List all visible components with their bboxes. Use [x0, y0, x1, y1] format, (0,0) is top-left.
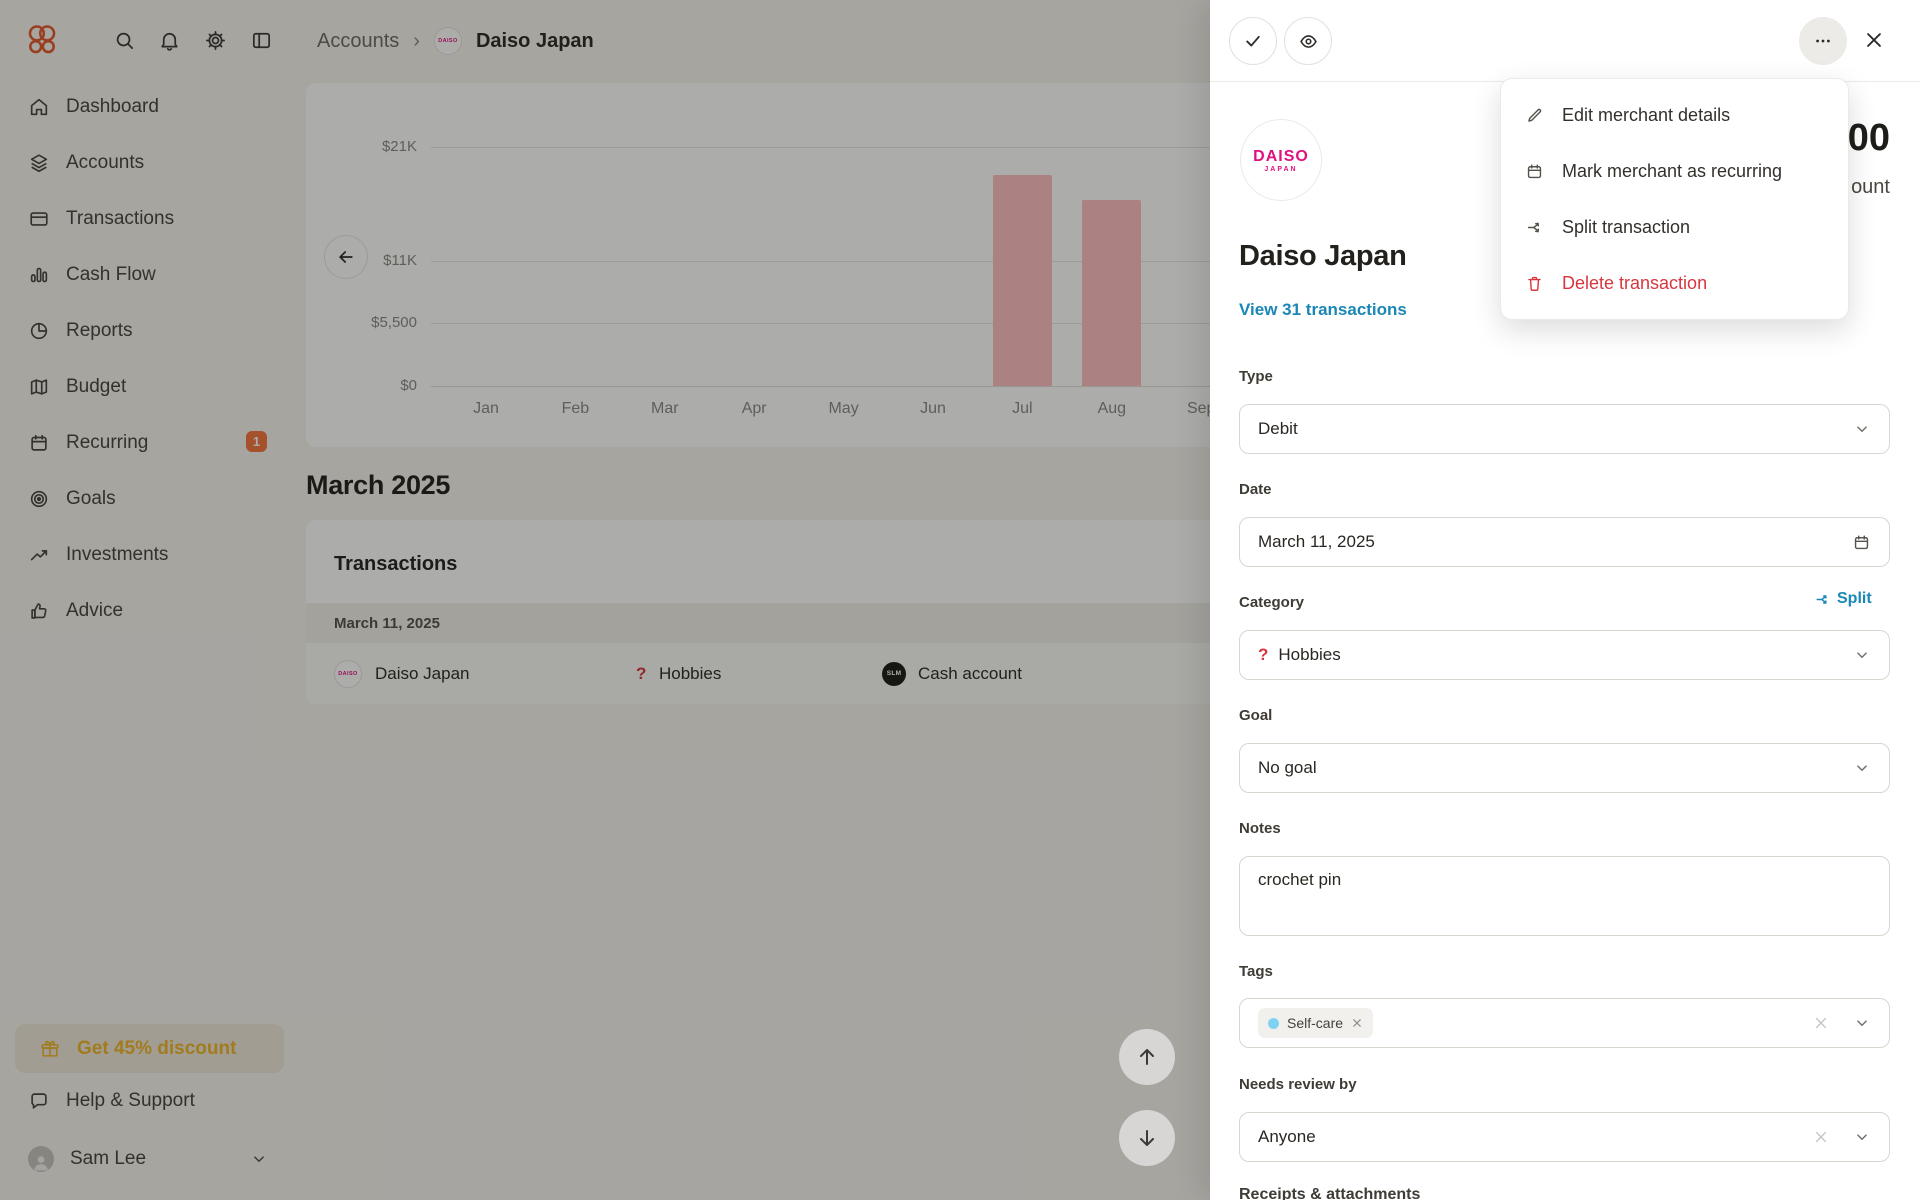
split-icon [1527, 222, 1540, 232]
thumbs-up-icon [31, 603, 47, 619]
month-heading: March 2025 [306, 470, 451, 500]
map-icon [30, 379, 48, 395]
chevron-down-icon [1857, 1020, 1867, 1026]
help-support-item[interactable]: Help & Support [28, 1090, 195, 1112]
sidebar-item-dashboard[interactable]: Dashboard [28, 90, 159, 124]
sidebar-item-cash-flow[interactable]: Cash Flow [28, 258, 156, 292]
user-menu[interactable]: Sam Lee [28, 1146, 268, 1172]
layers-icon [30, 154, 48, 173]
transactions-card-title: Transactions [334, 553, 458, 575]
check-icon [1246, 35, 1260, 47]
notes-textarea[interactable]: crochet pin [1239, 856, 1890, 936]
mark-reviewed-button[interactable] [1229, 17, 1277, 65]
breadcrumb: Accounts › DAISO Daiso Japan [317, 27, 594, 55]
chat-icon [31, 1093, 47, 1109]
sidebar-item-accounts[interactable]: Accounts [28, 146, 144, 180]
eye-icon [1299, 34, 1317, 48]
account-logo: SLM [882, 661, 906, 686]
monarch-logo-icon[interactable] [24, 22, 60, 58]
uncategorized-icon: ? [636, 663, 647, 683]
transaction-merchant[interactable]: Daiso Japan [375, 663, 470, 683]
date-input[interactable]: March 11, 2025 [1239, 517, 1890, 567]
dots-icon [1816, 39, 1830, 43]
overlay-scrim[interactable] [0, 0, 1210, 1200]
trending-up-icon [30, 550, 48, 561]
bar-chart-icon [30, 267, 48, 283]
menu-item-split-transaction[interactable]: Split transaction [1501, 199, 1848, 255]
merchant-logo-small: DAISO [334, 659, 362, 688]
home-icon [30, 98, 48, 116]
chevron-down-icon [1857, 1134, 1867, 1140]
view-transactions-link[interactable]: View 31 transactions [1239, 300, 1407, 319]
category-select[interactable]: ? Hobbies [1239, 630, 1890, 680]
avatar [28, 1146, 54, 1172]
merchant-logo-large: DAISO JAPAN [1240, 119, 1322, 201]
pencil-icon [1528, 108, 1542, 122]
merchant-logo-small: DAISO [433, 27, 462, 55]
tag-color-dot [1268, 1017, 1279, 1029]
close-icon [1867, 33, 1881, 47]
target-icon [30, 490, 48, 508]
chevron-down-icon [1857, 426, 1867, 432]
menu-item-edit-merchant[interactable]: Edit merchant details [1501, 87, 1848, 143]
previous-transaction-button[interactable] [1119, 1029, 1175, 1085]
chevron-right-icon: › [413, 29, 420, 52]
clear-tags-icon[interactable] [1813, 1015, 1829, 1031]
discount-banner[interactable]: Get 45% discount [15, 1024, 284, 1073]
chevron-down-icon [1857, 652, 1867, 658]
menu-item-mark-recurring[interactable]: Mark merchant as recurring [1501, 143, 1848, 199]
transaction-account-label: ount [1851, 176, 1890, 198]
uncategorized-icon: ? [1258, 645, 1269, 664]
trash-icon [1528, 276, 1541, 291]
next-transaction-button[interactable] [1119, 1110, 1175, 1166]
panel-icon[interactable] [250, 29, 273, 52]
type-select[interactable]: Debit [1239, 404, 1890, 454]
bell-icon[interactable] [158, 29, 181, 52]
merchant-name: Daiso Japan [1239, 240, 1407, 272]
sidebar-item-investments[interactable]: Investments [28, 538, 168, 572]
chart-back-button[interactable] [324, 235, 368, 279]
sidebar-item-reports[interactable]: Reports [28, 314, 133, 348]
sidebar-item-recurring[interactable]: Recurring [28, 426, 148, 460]
transaction-account[interactable]: Cash account [918, 663, 1022, 683]
gear-icon[interactable] [204, 29, 227, 52]
arrow-up-icon [1140, 1049, 1154, 1065]
clear-review-icon[interactable] [1813, 1129, 1829, 1145]
sidebar-item-goals[interactable]: Goals [28, 482, 116, 516]
breadcrumb-current: Daiso Japan [475, 29, 594, 52]
sidebar-item-transactions[interactable]: Transactions [28, 202, 174, 236]
needs-review-select[interactable]: Anyone [1239, 1112, 1890, 1162]
calendar-icon [1854, 534, 1869, 549]
calendar-icon [31, 434, 47, 451]
goal-select[interactable]: No goal [1239, 743, 1890, 793]
sidebar-item-budget[interactable]: Budget [28, 370, 126, 404]
sidebar-item-advice[interactable]: Advice [28, 594, 123, 628]
pie-chart-icon [30, 322, 48, 340]
close-drawer-button[interactable] [1860, 26, 1888, 54]
menu-item-delete-transaction[interactable]: Delete transaction [1501, 255, 1848, 311]
search-icon[interactable] [113, 29, 136, 52]
breadcrumb-accounts[interactable]: Accounts [317, 29, 400, 52]
tags-field[interactable]: Self-care [1239, 998, 1890, 1048]
remove-tag-icon[interactable] [1351, 1017, 1363, 1029]
transaction-amount: 00 [1847, 117, 1890, 159]
arrow-left-icon [339, 251, 353, 263]
arrow-down-icon [1140, 1130, 1154, 1146]
split-icon [1816, 594, 1827, 604]
calendar-icon [1527, 163, 1542, 178]
hide-transaction-button[interactable] [1284, 17, 1332, 65]
chevron-down-icon [1857, 765, 1867, 771]
transaction-category[interactable]: Hobbies [659, 663, 722, 683]
split-category-link[interactable]: Split [1814, 590, 1872, 608]
more-options-button[interactable] [1799, 17, 1847, 65]
credit-card-icon [30, 212, 48, 226]
chevron-down-icon [254, 1156, 264, 1162]
recurring-badge: 1 [246, 431, 267, 452]
gift-icon [41, 1040, 59, 1057]
transaction-options-menu: Edit merchant details Mark merchant as r… [1500, 78, 1849, 320]
tag-chip[interactable]: Self-care [1258, 1008, 1374, 1038]
